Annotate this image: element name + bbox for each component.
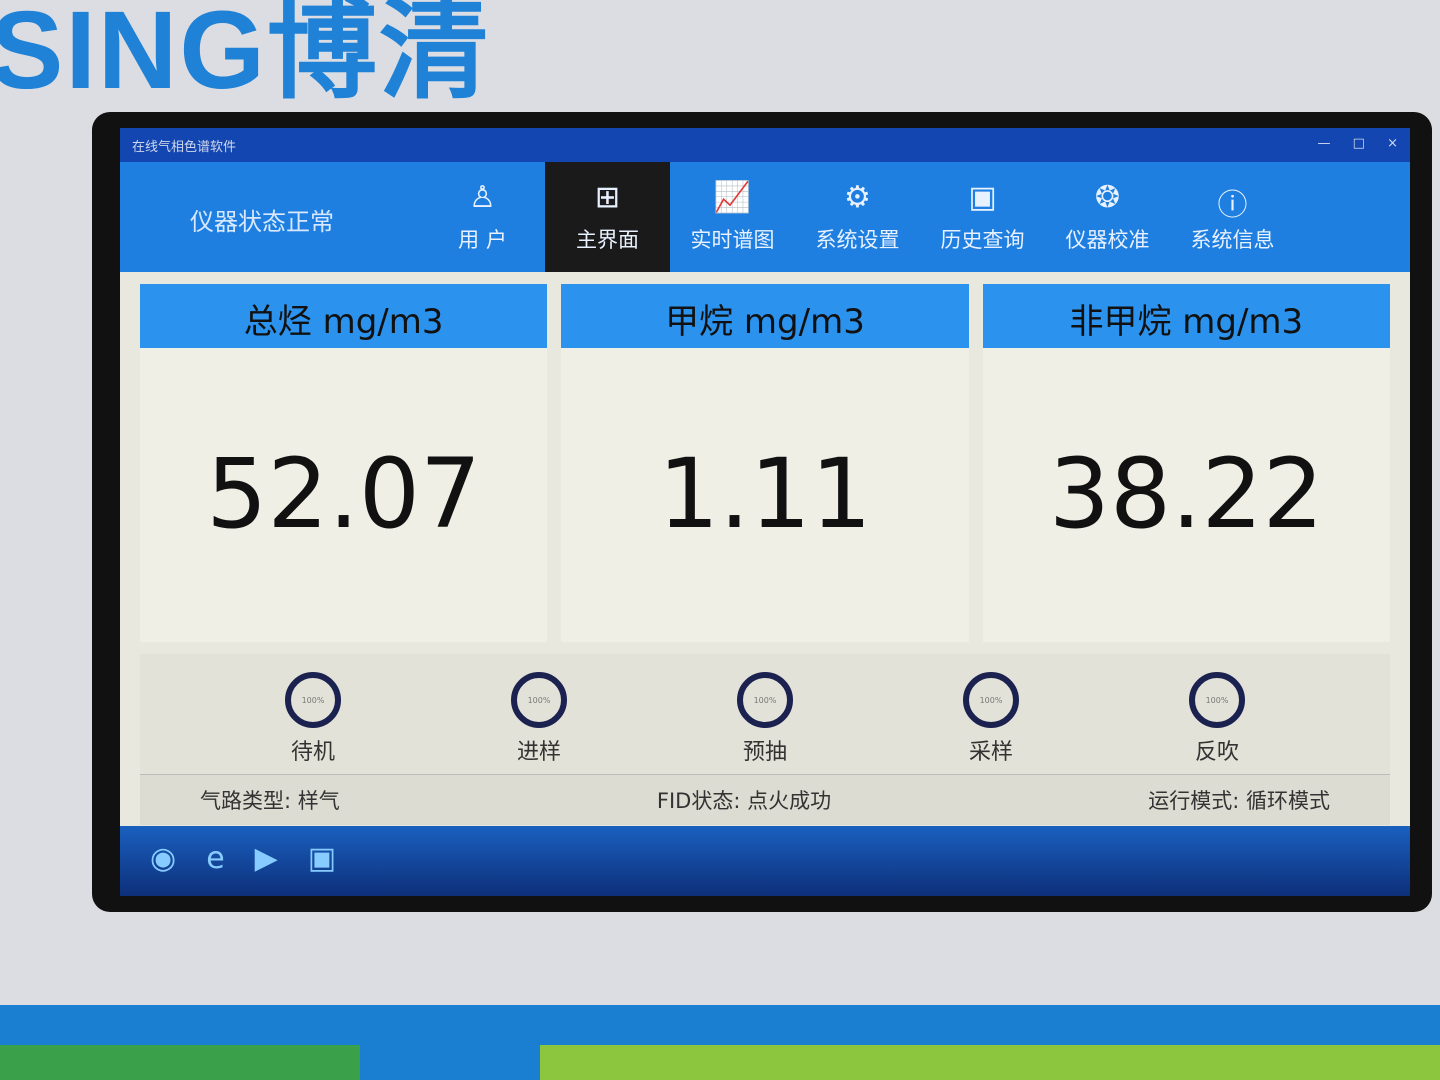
panel-title: 非甲烷 mg/m3 bbox=[982, 284, 1390, 348]
grid-icon: ⊞ bbox=[594, 180, 621, 215]
run-mode: 运行模式: 循环模式 bbox=[1148, 789, 1330, 813]
start-icon[interactable]: ◉ bbox=[150, 841, 177, 876]
step-label: 采样 bbox=[968, 740, 1013, 765]
brand-logo: SING博清 bbox=[0, 0, 491, 112]
media-icon[interactable]: ▶ bbox=[254, 841, 278, 876]
panel-non-methane: 非甲烷 mg/m3 38.22 bbox=[982, 284, 1390, 642]
app-window-icon[interactable]: ▣ bbox=[307, 841, 337, 876]
progress-ring: 100% bbox=[737, 672, 793, 728]
step-label: 反吹 bbox=[1194, 740, 1239, 765]
step-pre-pump: 100% 预抽 bbox=[705, 672, 825, 774]
step-backflush: 100% 反吹 bbox=[1157, 672, 1277, 774]
close-button[interactable]: × bbox=[1387, 136, 1398, 151]
history-icon: ▣ bbox=[968, 180, 997, 215]
nav-calibrate[interactable]: ❂ 仪器校准 bbox=[1045, 162, 1170, 272]
process-steps: 100% 待机 100% 进样 100% 预抽 100% 采样 100% 反吹 bbox=[140, 654, 1390, 774]
step-label: 进样 bbox=[516, 740, 561, 765]
progress-ring: 100% bbox=[963, 672, 1019, 728]
nav-history[interactable]: ▣ 历史查询 bbox=[920, 162, 1045, 272]
readings: 总烃 mg/m3 52.07 甲烷 mg/m3 1.11 非甲烷 mg/m3 38.2… bbox=[120, 272, 1410, 642]
instrument-status: 仪器状态正常 bbox=[190, 208, 334, 236]
status-bar: 气路类型: 样气 FID状态: 点火成功 运行模式: 循环模式 bbox=[140, 774, 1390, 825]
maximize-button[interactable]: □ bbox=[1352, 136, 1365, 151]
browser-icon[interactable]: e bbox=[206, 841, 225, 876]
nav-info[interactable]: ⓘ 系统信息 bbox=[1170, 162, 1295, 272]
progress-ring: 100% bbox=[1189, 672, 1245, 728]
calibrate-icon: ❂ bbox=[1094, 180, 1121, 215]
progress-ring: 100% bbox=[511, 672, 567, 728]
nav-label: 实时谱图 bbox=[690, 228, 775, 252]
nav-label: 主界面 bbox=[576, 228, 639, 252]
minimize-button[interactable]: — bbox=[1317, 136, 1331, 151]
panel-value: 52.07 bbox=[206, 438, 482, 550]
panel-methane: 甲烷 mg/m3 1.11 bbox=[561, 284, 969, 642]
nav-main[interactable]: ⊞ 主界面 bbox=[545, 162, 670, 272]
nav-label: 用 户 bbox=[458, 228, 507, 252]
step-label: 预抽 bbox=[742, 740, 787, 765]
step-sampling: 100% 采样 bbox=[931, 672, 1051, 774]
nav-realtime-chart[interactable]: 📈 实时谱图 bbox=[670, 162, 795, 272]
nav-bar: 仪器状态正常 ♙ 用 户 ⊞ 主界面 📈 实时谱图 ⚙ 系统设置 ▣ 历史查询 ❂ 仪器校准… bbox=[120, 162, 1410, 272]
bottom-stripe bbox=[0, 1005, 1440, 1080]
info-icon: ⓘ bbox=[1217, 188, 1248, 223]
progress-ring: 100% bbox=[285, 672, 341, 728]
chart-icon: 📈 bbox=[713, 180, 752, 215]
nav-user[interactable]: ♙ 用 户 bbox=[420, 162, 545, 272]
nav-settings[interactable]: ⚙ 系统设置 bbox=[795, 162, 920, 272]
title-bar: 在线气相色谱软件 — □ × bbox=[120, 128, 1410, 162]
nav-label: 历史查询 bbox=[940, 228, 1025, 252]
nav-label: 仪器校准 bbox=[1065, 228, 1150, 252]
user-icon: ♙ bbox=[469, 180, 496, 215]
screen: 在线气相色谱软件 — □ × 仪器状态正常 ♙ 用 户 ⊞ 主界面 📈 实时谱图 ⚙ 系… bbox=[120, 128, 1410, 896]
step-inject: 100% 进样 bbox=[479, 672, 599, 774]
nav-label: 系统设置 bbox=[815, 228, 900, 252]
step-label: 待机 bbox=[290, 740, 335, 765]
gas-type: 气路类型: 样气 bbox=[200, 789, 340, 813]
window-title: 在线气相色谱软件 bbox=[132, 140, 237, 155]
nav-label: 系统信息 bbox=[1190, 228, 1275, 252]
panel-value: 38.22 bbox=[1048, 438, 1324, 550]
gear-icon: ⚙ bbox=[844, 180, 871, 215]
taskbar: ◉ e ▶ ▣ bbox=[120, 826, 1410, 896]
panel-title: 甲烷 mg/m3 bbox=[561, 284, 969, 348]
fid-status: FID状态: 点火成功 bbox=[656, 789, 832, 813]
step-standby: 100% 待机 bbox=[253, 672, 373, 774]
panel-value: 1.11 bbox=[658, 438, 872, 550]
panel-total-hydrocarbons: 总烃 mg/m3 52.07 bbox=[140, 284, 548, 642]
panel-title: 总烃 mg/m3 bbox=[140, 284, 548, 348]
